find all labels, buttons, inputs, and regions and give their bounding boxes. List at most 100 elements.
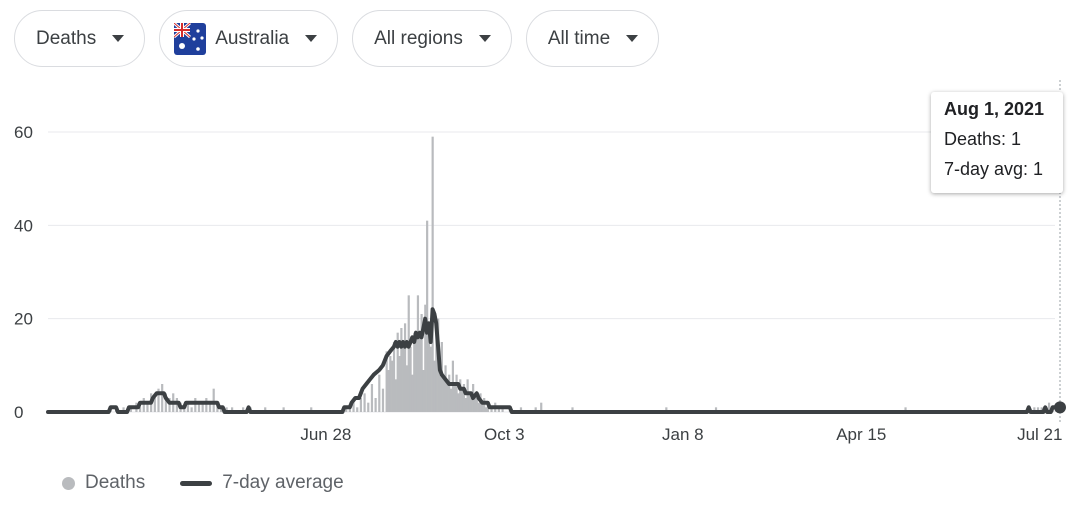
deaths-bar [501,407,504,412]
deaths-bar [431,136,434,412]
deaths-bar [420,314,423,412]
deaths-bar [139,407,142,412]
tooltip-date: Aug 1, 2021 [944,99,1045,119]
deaths-bar [438,374,442,412]
deaths-bar [453,384,456,412]
deaths-bar [345,407,348,412]
y-tick-label: 40 [14,216,33,235]
deaths-bar [451,360,454,412]
country-dropdown-label: Australia [215,27,290,49]
deaths-bar [424,304,427,412]
region-dropdown-label: All regions [374,27,463,49]
seven-day-average-line [46,307,1062,414]
deaths-bar [194,398,197,412]
deaths-bar [409,346,412,412]
deaths-bar [146,402,149,412]
deaths-legend-swatch [62,476,75,490]
country-dropdown[interactable]: Australia [159,10,339,67]
deaths-bar [367,402,370,412]
deaths-bar [415,337,418,412]
metric-dropdown[interactable]: Deaths [14,10,146,67]
average-legend-swatch [180,480,213,486]
deaths-bar [310,407,313,412]
deaths-bar [359,398,362,412]
deaths-bar [540,402,543,412]
deaths-bar [205,398,208,412]
filter-bar: Deaths Australia [14,10,660,67]
deaths-bar [157,388,160,412]
deaths-bar [433,360,436,412]
deaths-bar [411,374,414,412]
deaths-bar [1036,407,1040,412]
deaths-bar [904,407,907,412]
deaths-bar [242,407,245,412]
average-line-path [46,307,1062,414]
deaths-bar [391,360,394,412]
deaths-bar [1033,407,1036,412]
deaths-bar [363,393,366,412]
metric-dropdown-label: Deaths [36,27,97,49]
deaths-bar [665,407,668,412]
deaths-bar [446,384,449,412]
grid [48,131,1055,413]
deaths-chart[interactable]: 0 20 40 60 Jun 28 Oct 3 Jan 8 Apr 15 Jul 21 [0,80,1085,460]
deaths-bar [153,398,156,412]
deaths-bar [197,402,201,412]
deaths-bar [1047,402,1051,412]
deaths-bar [398,356,401,412]
deaths-legend-label: Deaths [85,472,146,493]
deaths-bar [356,407,359,412]
deaths-bar [449,388,453,412]
y-tick-label: 0 [14,403,23,422]
deaths-bar [400,328,403,412]
deaths-bar [534,407,537,412]
deaths-bar [481,402,484,412]
deaths-bar [461,388,464,412]
deaths-bar [186,402,190,412]
deaths-bar [470,398,473,412]
deaths-bar [385,351,388,412]
deaths-bar [459,379,462,412]
deaths-bar [490,407,493,412]
deaths-bar [519,407,523,412]
tooltip-deaths: Deaths: 1 [944,129,1022,149]
x-tick-label: Jun 28 [300,425,351,444]
deaths-bar [427,332,431,412]
deaths-bar [190,407,193,412]
deaths-bar [129,407,132,412]
deaths-bar [442,379,445,412]
deaths-bar [392,342,396,412]
deaths-bar [264,407,267,412]
deaths-bar [468,393,471,412]
deaths-bar [448,374,451,412]
deaths-bar [168,398,171,412]
x-tick-label: Jul 21 [1017,425,1062,444]
deaths-bar [403,323,407,412]
deaths-bars [109,136,1062,412]
deaths-bar [374,398,377,412]
deaths-bar [464,398,467,412]
deaths-bar [282,407,285,412]
chevron-down-icon [112,35,125,42]
deaths-bar [475,398,478,412]
deaths-bar [208,402,212,412]
deaths-bar [381,388,385,412]
deaths-bar [418,337,421,412]
y-tick-label: 20 [14,310,33,329]
region-dropdown[interactable]: All regions [352,10,512,67]
deaths-bar [413,332,416,412]
deaths-bar [405,365,408,412]
deaths-bar [225,407,228,412]
x-tick-label: Apr 15 [836,425,886,444]
deaths-bar [231,407,234,412]
deaths-bar [352,402,355,412]
chart-tooltip: Aug 1, 2021 Deaths: 1 7-day avg: 1 [931,92,1063,193]
deaths-bar [462,384,466,412]
period-dropdown-label: All time [547,27,611,49]
chevron-down-icon [626,35,639,42]
deaths-bar [416,295,420,412]
deaths-bar [389,356,392,412]
deaths-bar [164,393,167,412]
deaths-bar [407,295,410,412]
period-dropdown[interactable]: All time [525,10,660,67]
